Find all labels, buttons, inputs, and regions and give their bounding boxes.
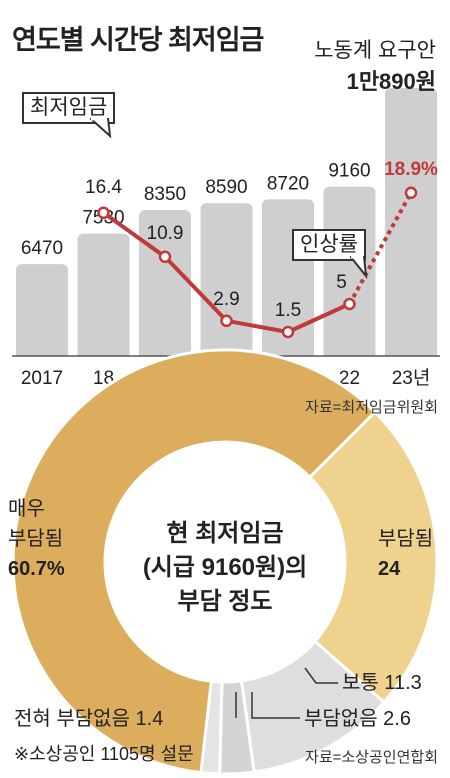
footnote: ※소상공인 1105명 설문 [14,744,194,764]
donut-slice-4 [199,679,224,776]
label-no-burden: 부담없음 2.6 [304,708,411,730]
center-line-1: 현 최저임금 [166,520,284,547]
rate-point-1 [97,206,110,220]
donut-slice-1 [307,410,439,705]
label-burden-value: 24 [378,558,401,580]
union-demand-value: 1만890원 [346,69,436,94]
bar-base-6 [385,348,437,356]
wage-chart: 647075308350859087209160 201718192021222… [12,88,440,389]
x-tick-5: 22 [339,368,360,389]
bar-base-1 [77,348,130,356]
x-tick-6: 23년 [392,367,431,389]
rate-point-3 [220,314,233,328]
label-very-burden-value: 60.7% [8,558,65,580]
bar-base-5 [323,348,376,356]
bar-1 [77,233,130,356]
bar-base-0 [16,348,68,356]
donut-slice-0 [11,348,378,775]
donut-hole [106,443,344,681]
center-line-3: 부담 정도 [177,588,273,615]
bar-value-label-3: 8590 [205,177,247,198]
leader-no-burden [251,692,300,719]
bar-value-label-5: 9160 [328,161,370,182]
callout-pointer [90,118,112,139]
rate-point-2 [158,250,172,264]
bar-value-label-0: 6470 [21,238,63,259]
rate-point-5 [343,297,356,311]
bar-base-4 [262,348,314,356]
label-normal: 보통 11.3 [342,672,422,694]
rate-label-1: 16.4 [85,177,122,198]
label-very-burden-line1: 매우 [8,498,45,520]
bar-0 [16,264,68,356]
rate-label-3: 2.9 [213,289,239,310]
bar-3 [200,203,253,356]
leader-normal [304,667,338,684]
x-tick-0: 2017 [21,368,63,389]
donut-center-text: 현 최저임금 (시급 9160원)의 부담 정도 [140,517,310,619]
bar-value-label-4: 8720 [267,173,309,194]
center-line-2: (시급 9160원)의 [142,554,308,581]
bar-5 [323,186,376,356]
rate-point-6 [404,186,418,200]
label-very-burden-line2: 부담됨 [8,528,64,550]
callout-rate-pointer [350,256,368,280]
source-bottom: 자료=소상공인연합회 [305,749,438,766]
label-burden: 부담됨 [378,528,434,550]
rate-line-dotted [347,191,413,305]
rate-label-6: 18.9% [384,159,438,180]
rate-label-5: 5 [336,272,347,293]
chart-title: 연도별 시간당 최저임금 [12,25,264,55]
bar-value-label-2: 8350 [144,184,186,205]
union-demand-label: 노동계 요구안 [314,39,436,62]
bar-6 [385,88,437,356]
bar-base-2 [139,348,191,356]
source-top: 자료=최저임금위원회 [305,399,438,416]
rate-label-4: 1.5 [275,300,301,321]
label-none-burden: 전혀 부담없음 1.4 [14,708,164,730]
rate-point-4 [281,325,295,339]
rate-label-2: 10.9 [147,223,184,244]
